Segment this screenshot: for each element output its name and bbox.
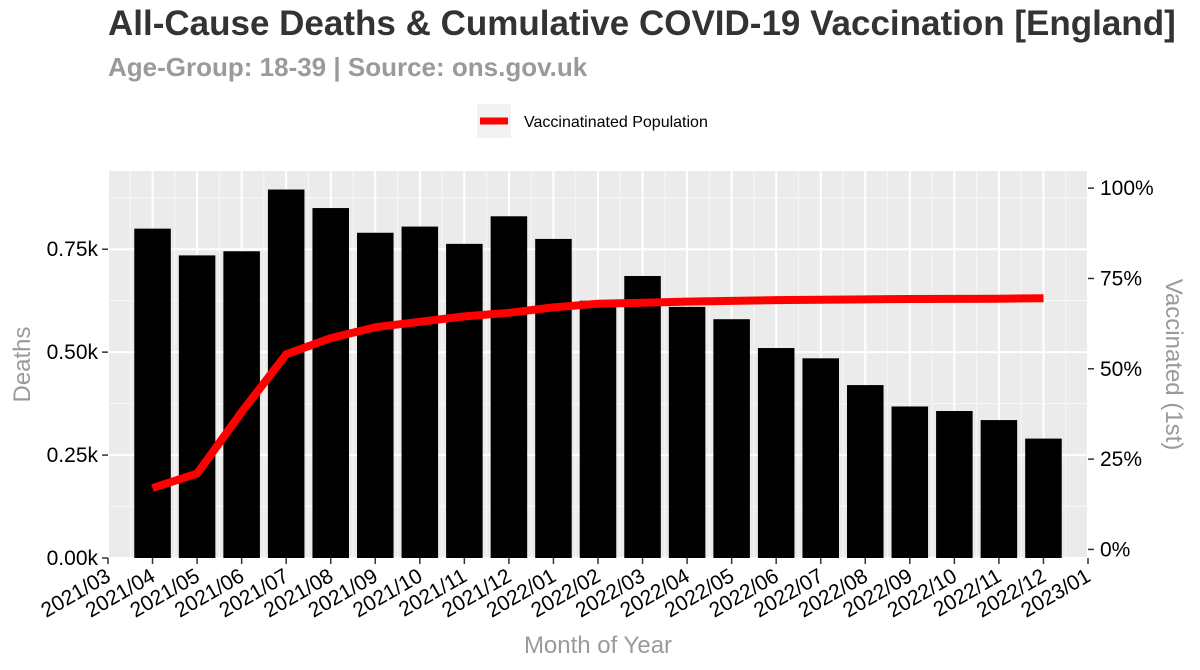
- bar-2022/05: [713, 319, 750, 558]
- bar-2022/01: [535, 238, 572, 558]
- bar-2022/03: [624, 275, 661, 558]
- y2-tick-label: 75%: [1100, 267, 1142, 290]
- y-tick-label: 0.75k: [47, 238, 99, 261]
- y2-tick-label: 25%: [1100, 448, 1142, 471]
- y-tick-label: 0.25k: [47, 444, 99, 467]
- bar-2021/10: [401, 226, 439, 559]
- y2-tick-label: 0%: [1100, 538, 1130, 561]
- bars: [134, 189, 1062, 559]
- bar-2022/07: [802, 358, 839, 558]
- line-layer: [151, 294, 1044, 492]
- bar-2021/09: [357, 232, 394, 559]
- y-tick-label: 0.00k: [47, 547, 99, 570]
- y-axis-left: 0.00k 0.25k 0.50k 0.75k: [47, 238, 108, 570]
- bar-2022/11: [980, 420, 1018, 558]
- chart-title: All-Cause Deaths & Cumulative COVID-19 V…: [108, 4, 1176, 43]
- bar-2021/11: [446, 243, 483, 558]
- bar-2021/05: [178, 255, 216, 559]
- vaccination-line: [151, 294, 1044, 492]
- bar-2022/06: [757, 348, 795, 558]
- x-axis: 2021/032021/042021/052021/062021/072021/…: [37, 558, 1095, 622]
- y2-axis-title: Vaccinated (1st): [1160, 279, 1187, 451]
- x-axis-title: Month of Year: [524, 632, 672, 659]
- y2-tick-label: 100%: [1100, 177, 1154, 200]
- legend: Vaccinatinated Population: [477, 104, 708, 138]
- y2-tick-label: 50%: [1100, 358, 1142, 381]
- legend-label: Vaccinatinated Population: [524, 114, 708, 131]
- y-tick-label: 0.50k: [47, 341, 99, 364]
- y-axis-right: 0% 25% 50% 75% 100%: [1088, 177, 1154, 561]
- bar-2021/04: [134, 228, 171, 558]
- chart-subtitle: Age-Group: 18-39 | Source: ons.gov.uk: [108, 52, 588, 82]
- bar-2021/12: [490, 216, 528, 558]
- bar-2022/12: [1025, 438, 1062, 558]
- bar-2021/06: [223, 251, 260, 558]
- y-axis-title: Deaths: [9, 326, 36, 402]
- bar-2022/04: [668, 306, 706, 558]
- bar-2021/08: [312, 208, 349, 558]
- bar-2022/10: [936, 411, 973, 558]
- bar-2022/09: [891, 406, 929, 558]
- bar-2022/08: [847, 385, 884, 558]
- bar-2022/02: [579, 300, 617, 558]
